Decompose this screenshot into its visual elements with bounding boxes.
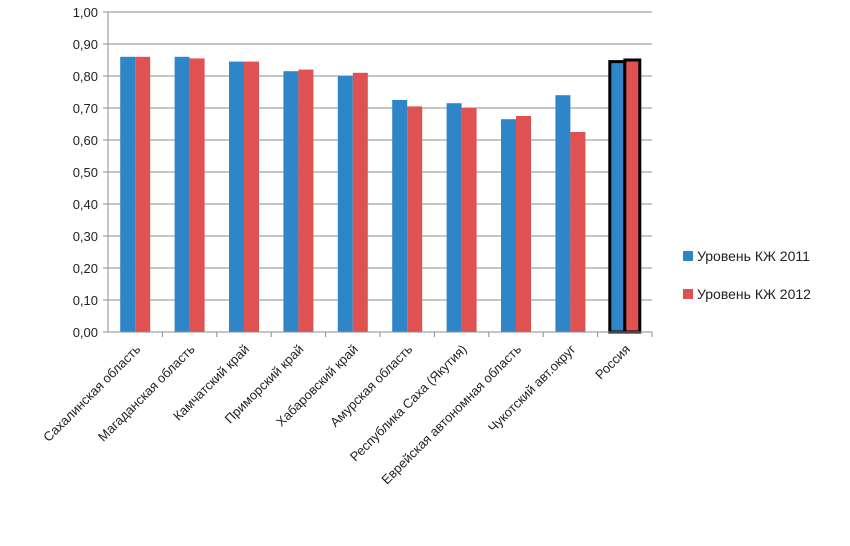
bar (244, 61, 259, 332)
legend-swatch-2012 (683, 289, 693, 299)
y-tick-label: 0,90 (73, 37, 98, 52)
bar (407, 106, 423, 333)
bar (283, 71, 299, 332)
y-tick-label: 0,40 (73, 197, 98, 212)
x-tick-label: Магаданская область (95, 341, 198, 444)
legend: Уровень КЖ 2011 Уровень КЖ 2012 (683, 246, 811, 322)
bar (623, 58, 642, 334)
legend-label-2012: Уровень КЖ 2012 (697, 286, 811, 302)
bar (516, 116, 531, 332)
bar (461, 108, 477, 332)
bar (120, 56, 136, 333)
y-tick-label: 0,20 (73, 261, 98, 276)
bar (608, 60, 627, 334)
bar (337, 76, 353, 332)
y-tick-label: 0,30 (73, 229, 98, 244)
bar (174, 56, 190, 333)
x-tick-label: Россия (592, 342, 633, 383)
x-tick-label: Сахалинская область (40, 341, 143, 444)
legend-label-2011: Уровень КЖ 2011 (697, 248, 810, 264)
bar (446, 103, 462, 332)
y-tick-label: 0,60 (73, 133, 98, 148)
y-tick-label: 1,00 (73, 5, 98, 20)
y-tick-label: 0,70 (73, 101, 98, 116)
y-tick-label: 0,00 (73, 325, 98, 340)
bar (555, 95, 571, 332)
bar (298, 69, 314, 332)
bars (120, 56, 642, 334)
bar (392, 100, 408, 332)
y-tick-label: 0,10 (73, 293, 98, 308)
bar (570, 132, 586, 332)
legend-item-2011: Уровень КЖ 2011 (683, 246, 811, 266)
y-tick-label: 0,80 (73, 69, 98, 84)
bar (189, 58, 205, 333)
bar (135, 56, 151, 333)
axes (107, 12, 653, 337)
y-axis-ticks: 0,00 0,10 0,20 0,30 0,40 0,50 0,60 0,70 0,80 0,90… (73, 5, 108, 340)
bar (229, 61, 244, 332)
bar (501, 119, 516, 332)
legend-item-2012: Уровень КЖ 2012 (683, 284, 811, 304)
y-tick-label: 0,50 (73, 165, 98, 180)
bar (352, 72, 368, 333)
legend-swatch-2011 (683, 251, 693, 261)
